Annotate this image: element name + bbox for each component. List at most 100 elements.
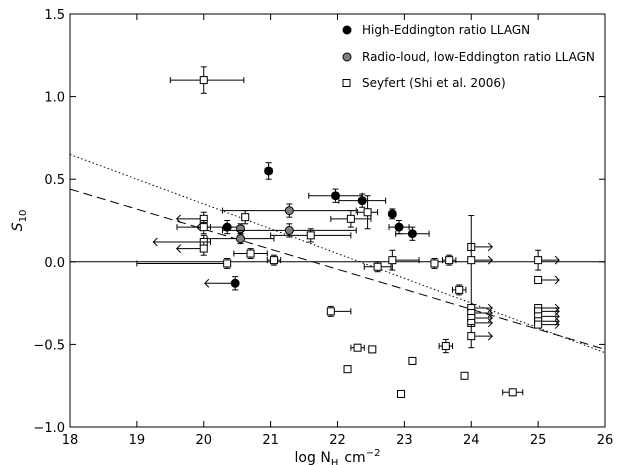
data-point	[438, 338, 454, 354]
data-point	[221, 223, 357, 238]
data-point	[270, 228, 352, 243]
y-tick-label: 1.0	[44, 91, 65, 106]
open-square-marker	[445, 256, 454, 265]
data-point	[395, 226, 430, 241]
open-square-marker	[460, 371, 469, 380]
grey-circle-marker	[236, 224, 246, 234]
black-circle-marker	[230, 278, 240, 288]
data-point	[467, 215, 493, 306]
legend-marker-grey-circle	[342, 52, 352, 62]
x-tick-label: 20	[195, 433, 212, 448]
limit-arrow-head	[487, 318, 493, 328]
x-tick-label: 25	[530, 433, 547, 448]
open-square-marker	[430, 259, 439, 268]
x-tick-label: 23	[396, 433, 413, 448]
open-square-marker	[368, 345, 377, 354]
limit-arrow-head	[554, 303, 560, 313]
data-point	[467, 324, 493, 349]
data-point	[241, 210, 250, 225]
limit-arrow-head	[176, 214, 182, 224]
open-square-marker	[246, 249, 255, 258]
open-square-marker	[346, 214, 355, 223]
data-points	[136, 66, 560, 398]
limit-arrow-head	[554, 275, 560, 285]
data-point	[387, 208, 397, 220]
data-point	[430, 257, 439, 269]
x-tick-label: 18	[62, 433, 79, 448]
data-point	[176, 220, 211, 235]
open-square-marker	[199, 76, 208, 85]
dotted-line	[69, 153, 606, 354]
legend-label: Seyfert (Shi et al. 2006)	[362, 76, 506, 90]
y-tick-label: −0.5	[33, 338, 65, 353]
open-square-marker	[269, 256, 278, 265]
data-point	[368, 345, 377, 354]
data-point	[233, 248, 268, 259]
black-circle-marker	[387, 209, 397, 219]
open-square-marker	[534, 275, 543, 284]
data-point	[397, 389, 406, 398]
open-square-marker	[388, 256, 397, 265]
data-point	[388, 220, 410, 235]
data-point	[343, 365, 352, 374]
data-point	[534, 275, 560, 285]
black-circle-marker	[330, 191, 340, 201]
open-square-marker	[508, 388, 517, 397]
open-square-marker	[408, 356, 417, 365]
data-point	[266, 254, 282, 266]
legend-entry-high-eddington: High-Eddington ratio LLAGN	[342, 23, 530, 37]
open-square-marker	[241, 213, 250, 222]
data-point	[330, 210, 372, 228]
data-point	[236, 223, 246, 235]
black-circle-marker	[222, 222, 232, 232]
y-tick-label: 1.5	[44, 8, 65, 23]
open-square-marker	[534, 256, 543, 265]
data-point	[176, 211, 208, 226]
open-square-marker	[363, 208, 372, 217]
data-point	[408, 356, 417, 365]
data-point	[441, 254, 457, 266]
open-square-marker	[467, 256, 476, 265]
limit-arrow-head	[152, 237, 158, 247]
grey-circle-marker	[284, 206, 294, 216]
x-tick-label: 24	[463, 433, 480, 448]
data-point	[204, 276, 240, 291]
limit-arrow-head	[554, 316, 560, 326]
x-axis-label: log NH cm−2	[295, 448, 381, 465]
black-circle-marker	[264, 166, 274, 176]
open-square-marker	[353, 343, 362, 352]
open-square-marker	[373, 262, 382, 271]
plot-frame	[69, 13, 606, 428]
legend-label: Radio-loud, low-Eddington ratio LLAGN	[362, 50, 595, 64]
data-point	[196, 220, 242, 235]
open-square-marker	[326, 307, 335, 316]
black-circle-marker	[357, 196, 367, 206]
data-point	[363, 261, 392, 273]
limit-arrow-head	[554, 255, 560, 265]
data-point	[176, 241, 208, 256]
data-point	[502, 388, 524, 397]
data-point	[452, 284, 467, 296]
limit-arrow-head	[204, 278, 210, 288]
limit-arrow-head	[554, 320, 560, 329]
y-tick-label: −1.0	[33, 421, 65, 436]
data-point	[357, 195, 379, 230]
data-point	[338, 193, 387, 208]
legend-marker-black-circle	[342, 25, 352, 35]
data-point	[350, 343, 365, 352]
y-tick-label: 0.0	[44, 256, 65, 271]
data-point	[326, 305, 352, 317]
open-square-marker	[467, 332, 476, 341]
open-square-marker	[223, 259, 232, 268]
legend-entry-radio-loud: Radio-loud, low-Eddington ratio LLAGN	[342, 50, 595, 64]
data-point	[264, 162, 274, 180]
open-square-marker	[343, 365, 352, 374]
open-square-marker	[534, 320, 543, 329]
x-tick-label: 21	[262, 433, 279, 448]
legend-label: High-Eddington ratio LLAGN	[362, 23, 530, 37]
legend: High-Eddington ratio LLAGN Radio-loud, l…	[342, 23, 595, 90]
black-circle-marker	[394, 222, 404, 232]
data-point	[169, 66, 245, 94]
limit-arrow-head	[487, 255, 493, 265]
